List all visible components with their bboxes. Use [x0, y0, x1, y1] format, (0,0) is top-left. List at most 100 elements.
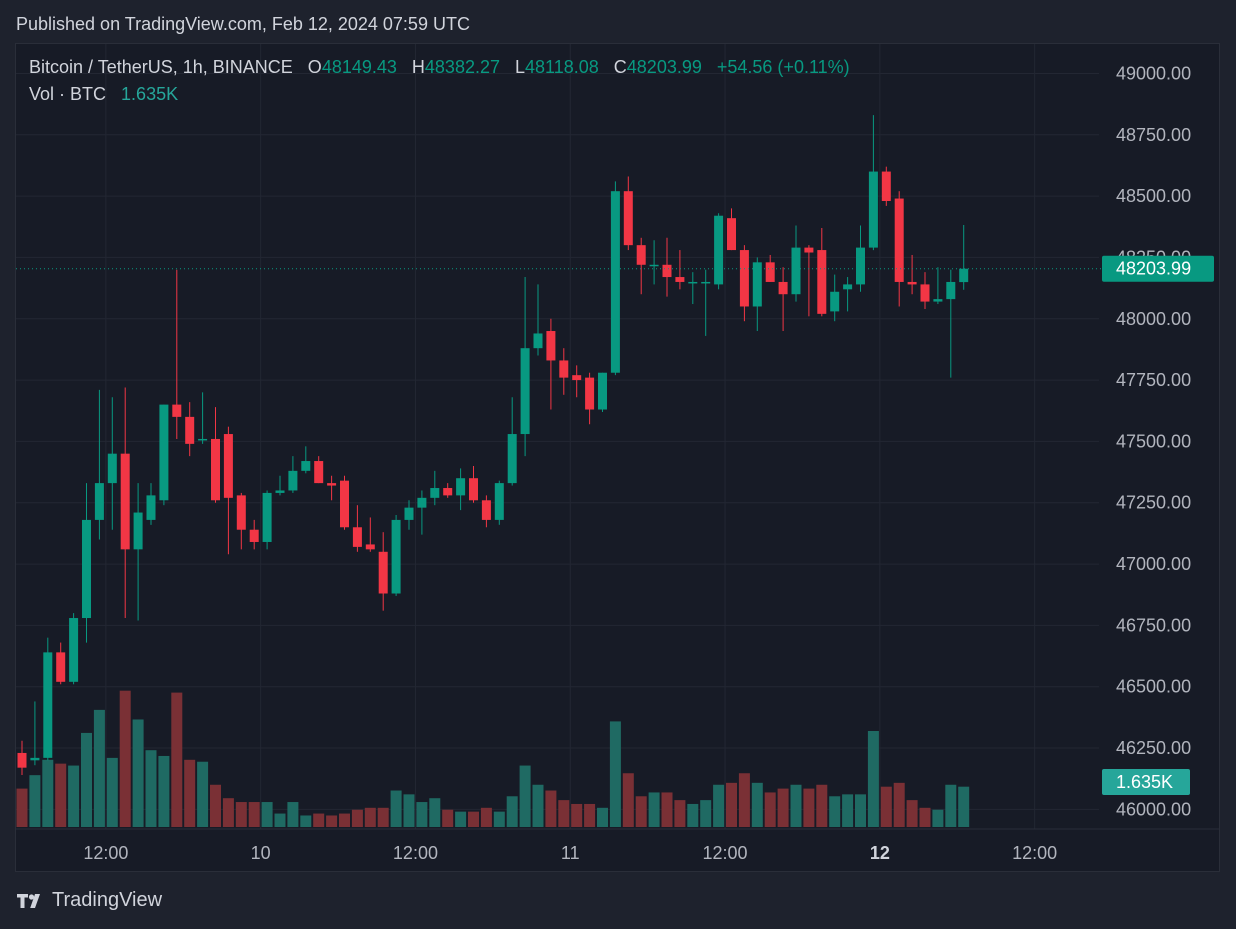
volume-bar — [158, 755, 170, 827]
volume-bar — [145, 750, 157, 827]
candle-body — [275, 490, 285, 493]
y-tick-label: 47000.00 — [1116, 554, 1191, 574]
candlestick-chart[interactable]: 49000.0048750.0048500.0048250.0048000.00… — [16, 44, 1219, 871]
volume-bar — [738, 773, 750, 827]
candle-body — [404, 507, 414, 520]
candle-body — [391, 519, 401, 594]
y-tick-label: 47500.00 — [1116, 431, 1191, 451]
candle-body — [598, 372, 607, 410]
candle-body — [907, 281, 917, 285]
last-volume-tag — [1102, 769, 1190, 795]
low-value: 48118.08 — [525, 57, 599, 77]
volume-bar — [274, 813, 286, 827]
x-tick-label: 12:00 — [83, 843, 128, 863]
volume-bar — [880, 786, 892, 827]
candle-body — [933, 299, 943, 302]
x-tick-label: 12:00 — [393, 843, 438, 863]
volume-bar — [597, 807, 608, 827]
y-tick-label: 48750.00 — [1116, 125, 1191, 145]
volume-bar — [248, 802, 260, 827]
candle-body — [868, 171, 878, 248]
candle-body — [211, 438, 220, 501]
volume-bar — [429, 798, 441, 827]
candle-body — [662, 264, 672, 278]
candle-body — [585, 377, 595, 410]
candle-body — [456, 478, 466, 496]
candle-body — [340, 480, 349, 528]
candle-body — [959, 268, 969, 283]
candle-body — [739, 250, 749, 307]
y-tick-label: 46750.00 — [1116, 615, 1191, 635]
candle-body — [249, 529, 259, 542]
volume-bar — [558, 800, 570, 827]
candle-body — [920, 284, 930, 302]
volume-bar — [364, 807, 376, 827]
published-caption: Published on TradingView.com, Feb 12, 20… — [16, 14, 470, 34]
volume-bar — [842, 794, 854, 827]
volume-bar — [261, 802, 273, 827]
candle-body — [352, 527, 362, 547]
candle-body — [817, 250, 827, 314]
volume-bar — [493, 811, 505, 827]
chart-panel[interactable]: 49000.0048750.0048500.0048250.0048000.00… — [15, 43, 1220, 872]
y-tick-label: 46000.00 — [1116, 799, 1191, 819]
volume-bar — [313, 813, 325, 827]
x-tick-label: 10 — [251, 843, 271, 863]
volume-bar — [945, 784, 957, 827]
candle-body — [107, 453, 117, 484]
x-tick-label: 12:00 — [703, 843, 748, 863]
candle-body — [804, 247, 814, 253]
open-value: 48149.43 — [321, 57, 397, 77]
volume-bar — [777, 788, 789, 827]
volume-bar — [829, 796, 841, 827]
candle-body — [752, 262, 762, 307]
close-value: 48203.99 — [626, 57, 702, 77]
candle-body — [533, 333, 543, 349]
volume-bar — [816, 784, 828, 827]
candle-body — [82, 519, 91, 619]
candle-body — [172, 404, 182, 417]
volume-bar — [42, 759, 54, 827]
candle-body — [236, 495, 246, 530]
volume-bar — [81, 732, 92, 827]
y-tick-label: 49000.00 — [1116, 63, 1191, 83]
candle-body — [146, 495, 156, 520]
volume-bar — [661, 792, 673, 827]
volume-bar — [867, 731, 879, 827]
volume-bar — [16, 788, 28, 827]
footer-brand[interactable]: TradingView — [16, 889, 162, 912]
volume-bar — [622, 773, 634, 827]
candle-body — [856, 247, 865, 285]
high-value: 48382.27 — [424, 57, 500, 77]
candle-body — [69, 618, 79, 682]
candle-body — [636, 245, 646, 265]
candle-body — [314, 461, 324, 484]
x-tick-label: 12 — [870, 843, 890, 863]
candle-body — [223, 434, 233, 498]
volume-bar — [197, 761, 209, 827]
candle-body — [198, 438, 208, 441]
volume-legend: Vol · BTC 1.635K — [29, 84, 178, 105]
volume-bar — [339, 813, 350, 827]
y-tick-label: 46250.00 — [1116, 738, 1191, 758]
volume-bar — [532, 784, 544, 827]
x-tick-label: 12:00 — [1012, 843, 1057, 863]
candle-body — [765, 262, 775, 282]
volume-bar — [222, 798, 234, 827]
change-value: +54.56 (+0.11%) — [716, 57, 850, 77]
y-tick-label: 48500.00 — [1116, 186, 1191, 206]
y-tick-label: 46500.00 — [1116, 677, 1191, 697]
y-tick-label: 47250.00 — [1116, 493, 1191, 513]
volume-bar — [351, 809, 363, 827]
candle-body — [494, 483, 504, 520]
candle-body — [301, 461, 311, 471]
volume-bar — [29, 775, 41, 827]
candle-body — [288, 470, 298, 491]
y-tick-label: 48000.00 — [1116, 309, 1191, 329]
y-tick-label: 47750.00 — [1116, 370, 1191, 390]
candle-body — [159, 404, 169, 501]
candle-body — [843, 284, 853, 290]
x-tick-label: 11 — [561, 843, 580, 863]
volume-bar — [455, 811, 467, 827]
open-label: O — [307, 57, 322, 77]
